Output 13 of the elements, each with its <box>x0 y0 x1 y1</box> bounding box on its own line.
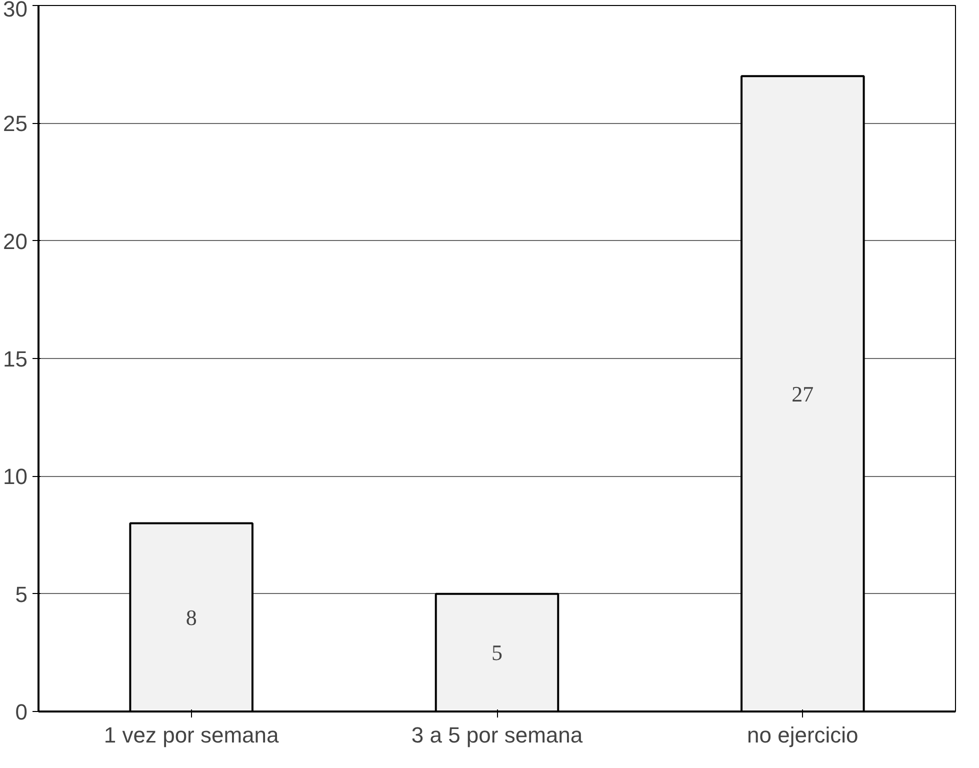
y-tick-label: 10 <box>3 464 28 490</box>
y-tick-label: 30 <box>3 0 28 22</box>
y-tick-label: 25 <box>3 111 28 136</box>
x-tick-label: 1 vez por semana <box>104 722 280 748</box>
data-label: 8 <box>186 604 197 630</box>
y-tick-label: 0 <box>15 700 28 724</box>
x-tick-label: 3 a 5 por semana <box>411 722 584 748</box>
data-label: 27 <box>792 381 814 406</box>
x-tick-label: no ejercicio <box>747 722 858 748</box>
y-tick-label: 20 <box>3 228 28 254</box>
y-tick-label: 15 <box>3 346 28 372</box>
y-tick-label: 5 <box>15 582 28 607</box>
data-label: 5 <box>492 640 502 666</box>
